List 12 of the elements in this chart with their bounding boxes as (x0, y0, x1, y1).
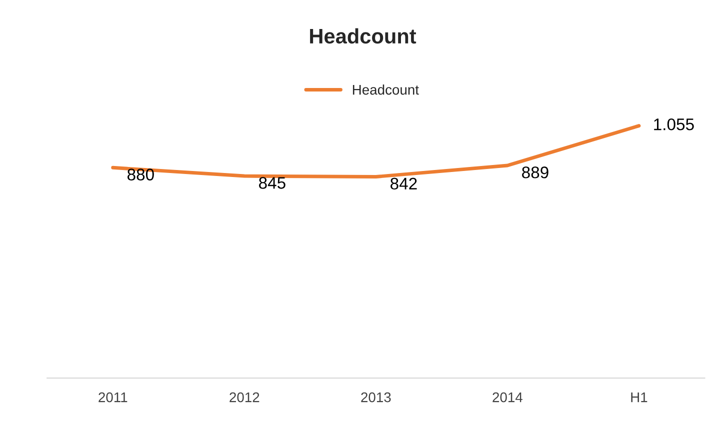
data-label: 889 (522, 166, 548, 178)
data-label: 845 (259, 177, 286, 189)
chart-title: Headcount (310, 28, 416, 44)
legend-label: Headcount (352, 84, 419, 95)
data-label: 1.055 (654, 118, 694, 130)
x-tick-label: 2013 (361, 392, 391, 402)
x-tick-label: 2011 (98, 392, 128, 402)
x-tick-label: H1 (631, 392, 648, 402)
x-tick-label: 2014 (492, 392, 522, 402)
x-tick-label: 2012 (230, 392, 260, 402)
data-label: 880 (127, 168, 154, 180)
data-label: 842 (390, 178, 417, 190)
